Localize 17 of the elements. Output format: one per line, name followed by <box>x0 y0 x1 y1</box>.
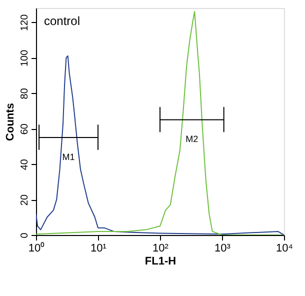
x-tick-label: 10⁴ <box>276 242 294 254</box>
x-tick-label: 10³ <box>214 242 231 254</box>
y-axis-title: Counts <box>4 103 16 141</box>
y-tick-label: 20 <box>20 194 30 206</box>
y-tick-label: 100 <box>20 49 30 66</box>
annotation: control <box>44 14 80 28</box>
annotation: M1 <box>62 152 75 162</box>
x-tick-label: 10¹ <box>90 242 107 254</box>
x-tick-label: 10² <box>152 242 169 254</box>
x-tick-label: 10⁰ <box>28 242 45 254</box>
y-tick-label: 60 <box>20 123 30 135</box>
y-tick-label: 40 <box>20 158 30 170</box>
y-tick-label: 120 <box>20 14 30 32</box>
x-axis-title: FL1-H <box>144 256 176 268</box>
annotation: M2 <box>186 134 198 144</box>
y-tick-label: 0 <box>20 232 30 238</box>
y-tick-label: 80 <box>20 88 30 100</box>
